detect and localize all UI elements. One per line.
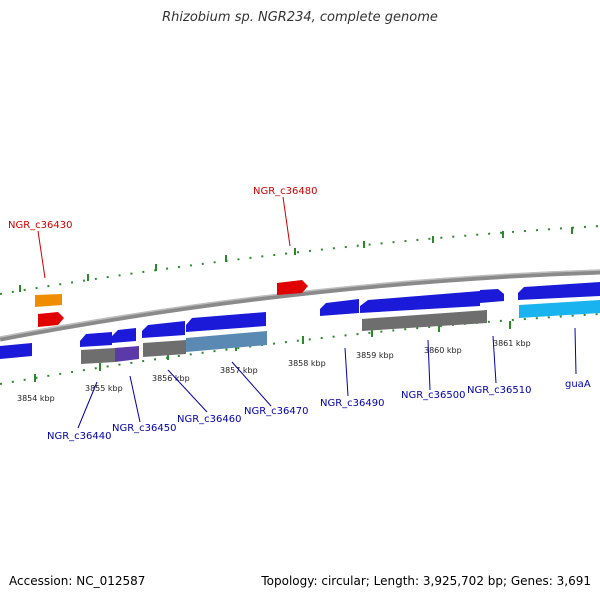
gene-guaa[interactable] <box>518 282 600 300</box>
kbp-label-3858: 3858 kbp <box>288 359 326 368</box>
topology-text: Topology: circular; Length: 3,925,702 bp… <box>261 574 591 588</box>
label-ngr-c36450[interactable]: NGR_c36450 <box>112 423 177 434</box>
band-cyan <box>519 300 600 318</box>
label-ngr-c36490[interactable]: NGR_c36490 <box>320 398 385 409</box>
kbp-label-3861: 3861 kbp <box>493 339 531 348</box>
label-guaa[interactable]: guaA <box>565 379 591 390</box>
map-title: Rhizobium sp. NGR234, complete genome <box>162 10 438 25</box>
gene-ngr-c36480[interactable] <box>277 280 308 295</box>
kbp-label-3854: 3854 kbp <box>17 394 55 403</box>
band-gray-2 <box>143 340 186 357</box>
kbp-label-3860: 3860 kbp <box>424 346 462 355</box>
band-steelblue <box>186 331 267 352</box>
label-ngr-c36510[interactable]: NGR_c36510 <box>467 385 532 396</box>
accession-text: Accession: NC_012587 <box>9 574 146 588</box>
kbp-label-3859: 3859 kbp <box>356 351 394 360</box>
label-ngr-c36440[interactable]: NGR_c36440 <box>47 431 112 442</box>
kbp-label-3856: 3856 kbp <box>152 374 190 383</box>
kbp-label-3855: 3855 kbp <box>85 384 123 393</box>
band-purple <box>115 346 139 362</box>
outer-major-ticks <box>19 227 573 292</box>
gene-ngr-c36490[interactable] <box>320 299 359 316</box>
inner-tick-ring <box>0 313 600 385</box>
kbp-label-3857: 3857 kbp <box>220 366 258 375</box>
label-ngr-c36500[interactable]: NGR_c36500 <box>401 390 466 401</box>
gene-ngr-c36430[interactable] <box>38 312 64 327</box>
gene-ngr-c36470[interactable] <box>186 312 266 332</box>
leader-lines <box>37 196 577 429</box>
label-ngr-c36460[interactable]: NGR_c36460 <box>177 414 242 425</box>
gene-orange[interactable] <box>35 294 62 307</box>
gene-ngr-c36460[interactable] <box>142 321 185 338</box>
gene-left-blue[interactable] <box>0 343 32 359</box>
outer-tick-ring <box>0 225 600 295</box>
label-ngr-c36430[interactable]: NGR_c36430 <box>8 220 73 231</box>
band-gray-1 <box>81 348 115 364</box>
gene-ngr-c36510[interactable] <box>480 289 504 303</box>
gene-blue-small[interactable] <box>112 328 136 343</box>
gene-ngr-c36440[interactable] <box>80 332 112 347</box>
band-gray-3 <box>362 310 487 331</box>
gene-blue-long-upper[interactable] <box>360 291 480 313</box>
label-ngr-c36470[interactable]: NGR_c36470 <box>244 406 309 417</box>
genome-backbone <box>0 269 600 342</box>
label-ngr-c36480[interactable]: NGR_c36480 <box>253 186 318 197</box>
